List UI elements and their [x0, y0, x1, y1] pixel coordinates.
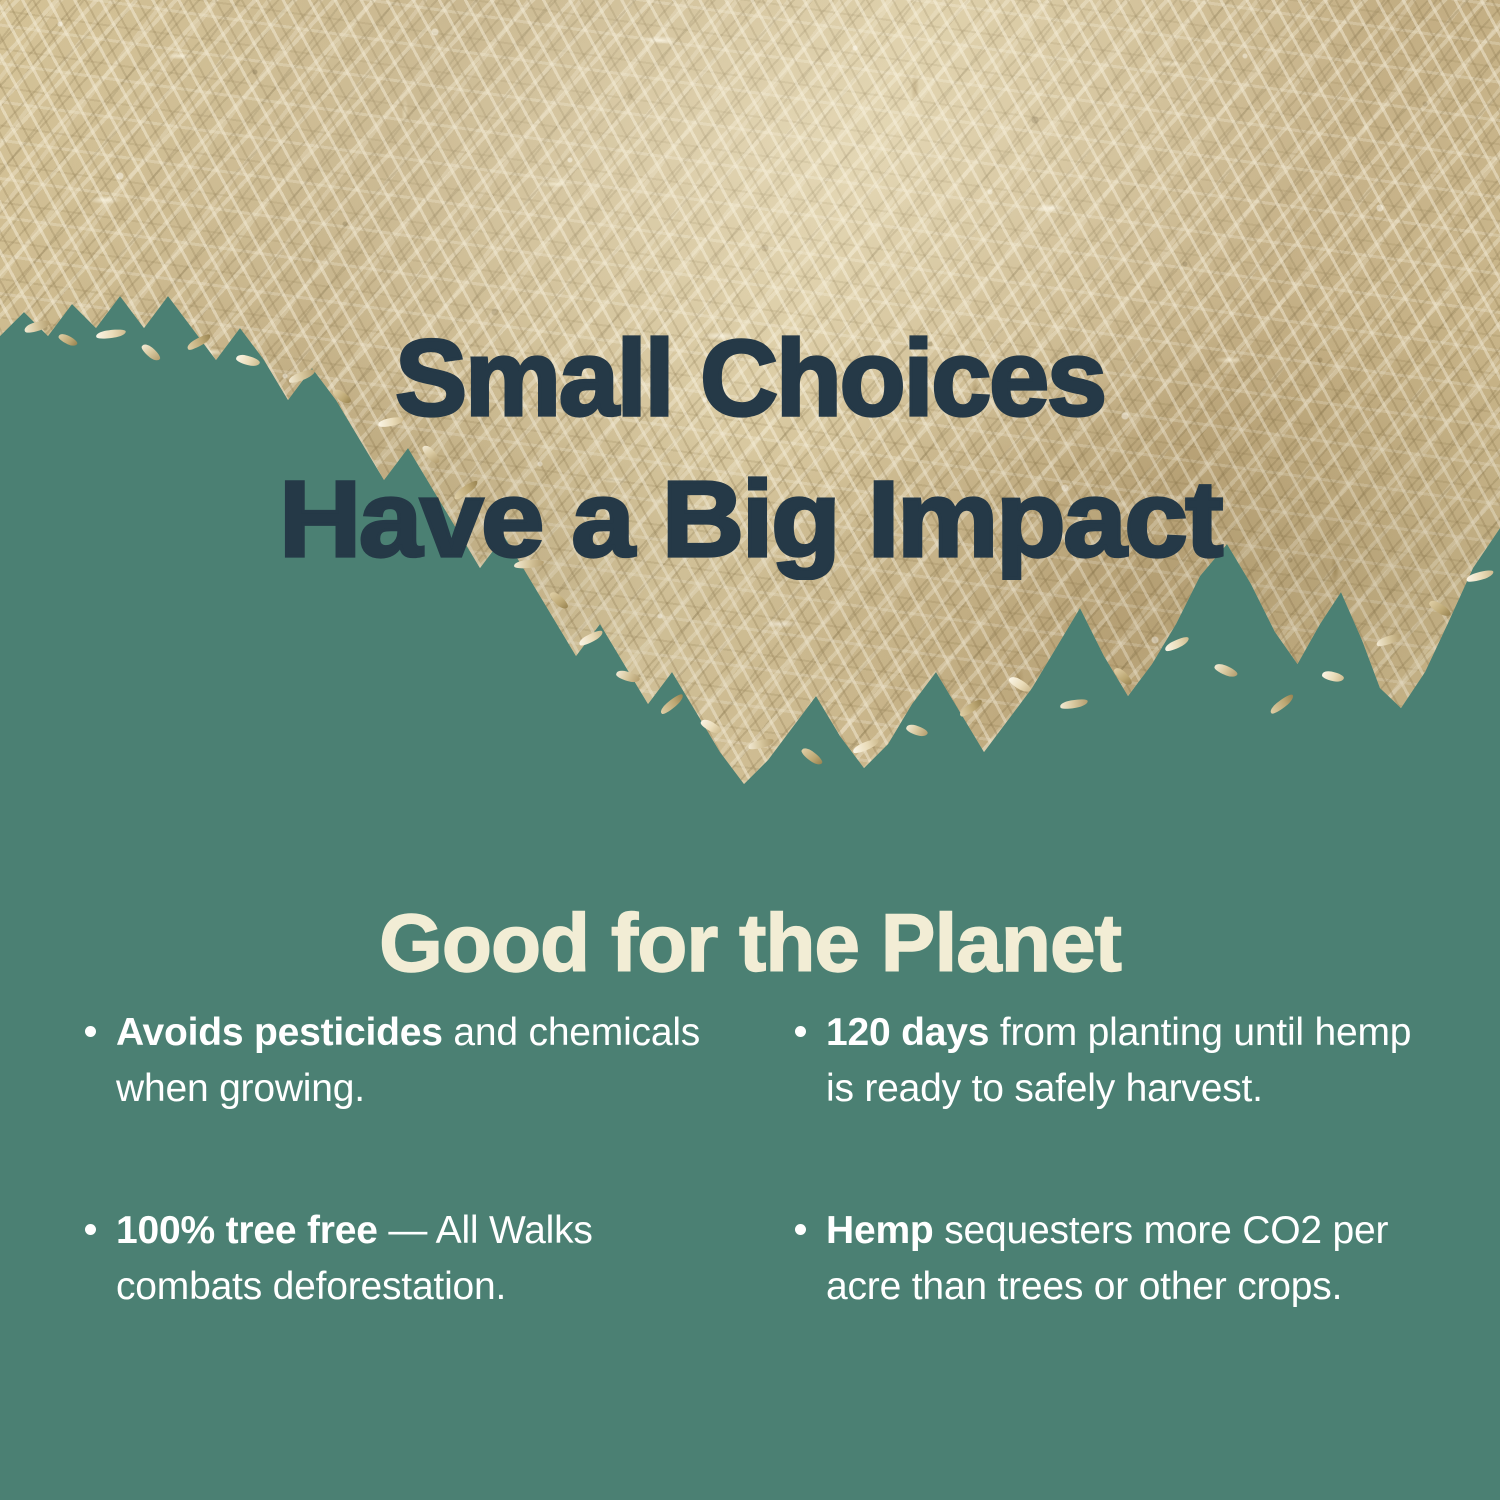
section-subheading: Good for the Planet: [378, 897, 1122, 990]
bullet-dot-icon: [795, 1224, 806, 1236]
list-item: Avoids pesticides and chemicals when gro…: [85, 1005, 705, 1117]
page-title: Small Choices Have a Big Impact: [0, 308, 1500, 589]
bullet-text: 120 days from planting until hemp is rea…: [826, 1005, 1415, 1117]
bullet-emphasis: 120 days: [826, 1011, 990, 1054]
bullet-dot-icon: [795, 1026, 806, 1037]
bullet-rest: from planting until hemp is ready to saf…: [826, 1011, 1412, 1111]
list-item: Hemp sequesters more CO2 per acre than t…: [795, 1203, 1415, 1315]
bullet-dot-icon: [85, 1224, 96, 1236]
bullet-emphasis: Avoids pesticides: [116, 1011, 443, 1054]
bullet-rest: — All Walks combats deforestation.: [116, 1209, 593, 1309]
list-item: 120 days from planting until hemp is rea…: [795, 1005, 1415, 1117]
bullet-text: Avoids pesticides and chemicals when gro…: [116, 1005, 705, 1117]
bullet-text: Hemp sequesters more CO2 per acre than t…: [826, 1203, 1415, 1315]
bullet-dot-icon: [85, 1026, 96, 1037]
bullet-rest: sequesters more CO2 per acre than trees …: [826, 1209, 1389, 1309]
bullet-text: 100% tree free — All Walks combats defor…: [116, 1203, 705, 1315]
bullet-emphasis: 100% tree free: [116, 1209, 378, 1253]
bullet-rest: and chemicals when growing.: [116, 1011, 701, 1111]
benefits-list: Avoids pesticides and chemicals when gro…: [85, 1005, 1415, 1316]
headline-line-2: Have a Big Impact: [277, 456, 1225, 580]
headline-line-1: Small Choices: [394, 316, 1109, 440]
bullet-emphasis: Hemp: [826, 1209, 934, 1253]
list-item: 100% tree free — All Walks combats defor…: [85, 1203, 705, 1315]
